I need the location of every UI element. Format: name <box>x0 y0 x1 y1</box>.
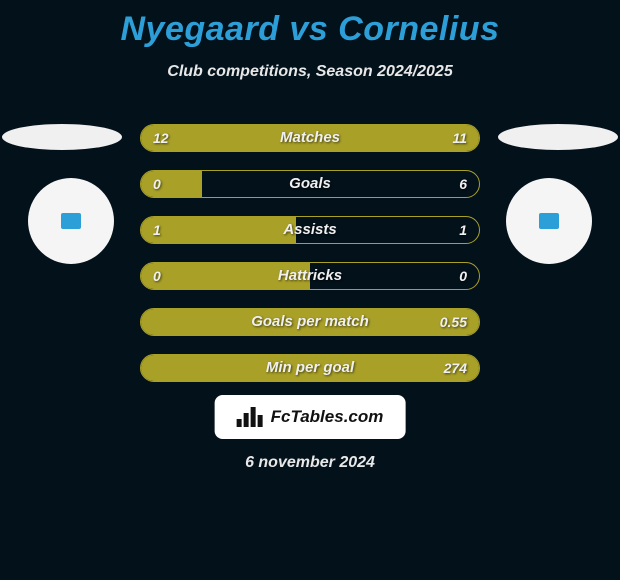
stat-value-right: 6 <box>459 171 467 197</box>
stat-row: 0Hattricks0 <box>140 262 480 290</box>
stat-row: Min per goal274 <box>140 354 480 382</box>
stat-row: 0Goals6 <box>140 170 480 198</box>
stat-label: Goals per match <box>141 309 479 335</box>
stat-label: Goals <box>141 171 479 197</box>
stat-value-right: 0.55 <box>440 309 467 335</box>
brand-text: FcTables.com <box>271 407 384 427</box>
stat-value-right: 0 <box>459 263 467 289</box>
stat-label: Hattricks <box>141 263 479 289</box>
stat-value-right: 274 <box>444 355 467 381</box>
stat-label: Min per goal <box>141 355 479 381</box>
player-avatar-right <box>498 124 618 150</box>
page-title: Nyegaard vs Cornelius <box>0 0 620 49</box>
stat-row: 1Assists1 <box>140 216 480 244</box>
brand-badge: FcTables.com <box>215 395 406 439</box>
stat-row: Goals per match0.55 <box>140 308 480 336</box>
date-label: 6 november 2024 <box>0 454 620 472</box>
stat-value-right: 11 <box>452 125 467 151</box>
stats-panel: 12Matches110Goals61Assists10Hattricks0Go… <box>140 124 480 400</box>
crest-icon <box>539 213 559 229</box>
crest-icon <box>61 213 81 229</box>
brand-chart-icon <box>237 407 263 427</box>
club-crest-right <box>506 178 592 264</box>
stat-row: 12Matches11 <box>140 124 480 152</box>
stat-value-right: 1 <box>459 217 467 243</box>
player-avatar-left <box>2 124 122 150</box>
page-subtitle: Club competitions, Season 2024/2025 <box>0 63 620 81</box>
stat-label: Matches <box>141 125 479 151</box>
stat-label: Assists <box>141 217 479 243</box>
club-crest-left <box>28 178 114 264</box>
